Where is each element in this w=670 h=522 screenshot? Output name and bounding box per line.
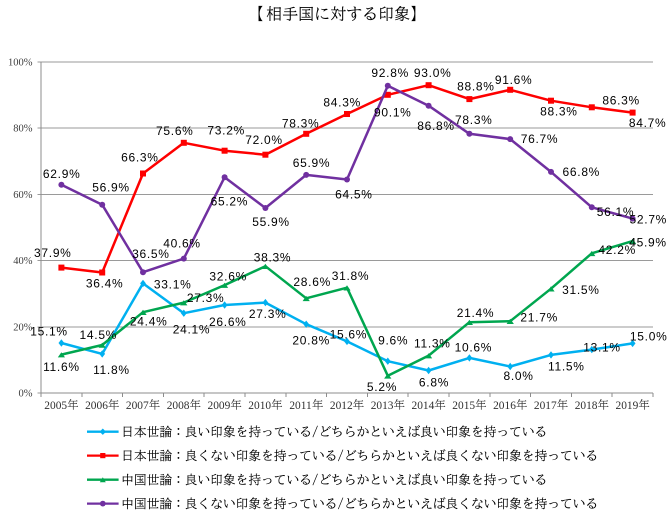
svg-text:84.3%: 84.3% — [323, 96, 361, 110]
svg-text:80%: 80% — [13, 124, 33, 135]
svg-text:88.8%: 88.8% — [457, 80, 495, 94]
svg-text:20%: 20% — [13, 322, 33, 333]
svg-text:76.7%: 76.7% — [521, 132, 559, 146]
svg-text:11.6%: 11.6% — [43, 360, 80, 374]
svg-text:60%: 60% — [13, 190, 33, 201]
svg-text:90.1%: 90.1% — [374, 106, 412, 120]
svg-text:24.1%: 24.1% — [173, 323, 211, 337]
svg-text:21.4%: 21.4% — [457, 306, 495, 320]
svg-text:86.3%: 86.3% — [602, 94, 640, 108]
svg-text:2013: 2013 — [371, 400, 394, 412]
svg-text:42.2%: 42.2% — [598, 243, 636, 257]
svg-text:52.7%: 52.7% — [630, 213, 668, 227]
svg-text:33.1%: 33.1% — [154, 277, 192, 291]
svg-text:11.8%: 11.8% — [93, 363, 130, 377]
svg-text:37.9%: 37.9% — [34, 246, 72, 260]
svg-text:2016: 2016 — [493, 400, 516, 412]
svg-text:88.3%: 88.3% — [540, 105, 578, 119]
svg-text:20.8%: 20.8% — [292, 333, 330, 347]
svg-text:66.3%: 66.3% — [121, 150, 159, 164]
svg-text:40.6%: 40.6% — [163, 237, 201, 251]
svg-text:31.8%: 31.8% — [332, 269, 370, 283]
svg-text:2017: 2017 — [534, 400, 557, 412]
svg-text:2011: 2011 — [289, 400, 312, 412]
svg-text:0%: 0% — [19, 389, 33, 400]
svg-text:2010: 2010 — [248, 400, 271, 412]
svg-text:36.4%: 36.4% — [86, 276, 124, 290]
svg-text:65.9%: 65.9% — [293, 156, 331, 170]
svg-text:32.6%: 32.6% — [209, 270, 247, 284]
svg-text:38.3%: 38.3% — [254, 250, 292, 264]
svg-text:14.5%: 14.5% — [80, 328, 118, 342]
svg-text:28.6%: 28.6% — [293, 275, 331, 289]
svg-text:11.3%: 11.3% — [414, 337, 451, 351]
svg-text:8.0%: 8.0% — [504, 369, 534, 383]
svg-text:11.5%: 11.5% — [548, 360, 585, 374]
svg-text:55.9%: 55.9% — [252, 215, 290, 229]
svg-text:64.5%: 64.5% — [335, 188, 373, 202]
svg-text:27.3%: 27.3% — [187, 291, 225, 305]
svg-text:2005: 2005 — [44, 400, 67, 412]
svg-text:13.1%: 13.1% — [583, 341, 621, 355]
svg-text:15.6%: 15.6% — [330, 327, 368, 341]
svg-text:15.0%: 15.0% — [630, 330, 668, 344]
svg-text:2015: 2015 — [452, 400, 475, 412]
svg-text:2018: 2018 — [575, 400, 598, 412]
svg-text:84.7%: 84.7% — [629, 116, 667, 130]
svg-text:65.2%: 65.2% — [211, 194, 249, 208]
svg-text:27.3%: 27.3% — [249, 307, 287, 321]
svg-text:21.7%: 21.7% — [520, 311, 558, 325]
svg-text:100%: 100% — [8, 58, 33, 69]
svg-text:66.8%: 66.8% — [563, 165, 601, 179]
svg-text:2008: 2008 — [167, 400, 190, 412]
svg-text:78.3%: 78.3% — [455, 113, 493, 127]
svg-text:91.6%: 91.6% — [495, 73, 533, 87]
svg-text:15.1%: 15.1% — [30, 325, 68, 339]
svg-text:26.6%: 26.6% — [209, 315, 247, 329]
svg-text:10.6%: 10.6% — [455, 340, 493, 354]
svg-text:40%: 40% — [13, 256, 33, 267]
svg-text:2009: 2009 — [208, 400, 231, 412]
svg-text:9.6%: 9.6% — [378, 334, 408, 348]
svg-text:2012: 2012 — [330, 400, 353, 412]
svg-text:93.0%: 93.0% — [414, 66, 452, 80]
svg-text:2019: 2019 — [616, 400, 639, 412]
svg-text:36.5%: 36.5% — [132, 247, 170, 261]
svg-text:2006: 2006 — [85, 400, 108, 412]
svg-text:2014: 2014 — [412, 400, 435, 412]
svg-text:75.6%: 75.6% — [156, 124, 194, 138]
svg-text:86.8%: 86.8% — [417, 119, 455, 133]
svg-text:72.0%: 72.0% — [245, 133, 283, 147]
svg-text:2007: 2007 — [126, 400, 149, 412]
svg-text:5.2%: 5.2% — [367, 380, 397, 394]
svg-text:6.8%: 6.8% — [419, 376, 449, 390]
svg-text:62.9%: 62.9% — [43, 167, 81, 181]
svg-text:24.4%: 24.4% — [130, 315, 168, 329]
svg-text:73.2%: 73.2% — [207, 123, 245, 137]
svg-text:31.5%: 31.5% — [562, 283, 600, 297]
svg-text:56.9%: 56.9% — [92, 180, 130, 194]
svg-text:45.9%: 45.9% — [629, 235, 667, 249]
svg-text:78.3%: 78.3% — [282, 116, 320, 130]
svg-text:56.1%: 56.1% — [597, 205, 635, 219]
svg-text:92.8%: 92.8% — [371, 66, 409, 80]
